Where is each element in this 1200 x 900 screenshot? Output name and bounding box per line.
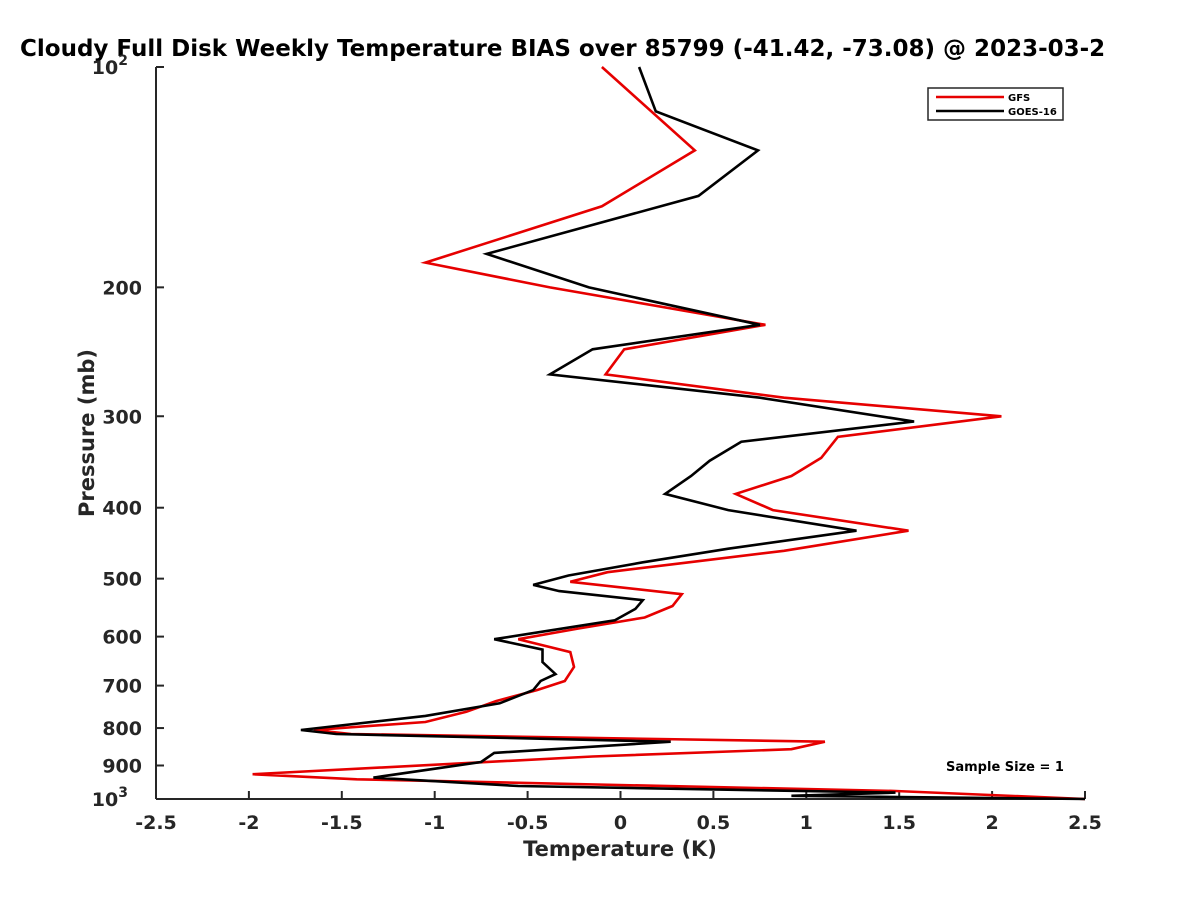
y-tick-label: 103 bbox=[92, 785, 128, 811]
y-tick-label: 400 bbox=[102, 498, 142, 520]
x-tick-label: 2.5 bbox=[1068, 812, 1102, 834]
y-tick-exponent: 3 bbox=[118, 785, 128, 801]
x-axis-label: Temperature (K) bbox=[523, 837, 717, 861]
x-tick-label: -2.5 bbox=[135, 812, 177, 834]
x-tick-label: 1.5 bbox=[882, 812, 916, 834]
y-tick-label: 600 bbox=[102, 627, 142, 649]
y-tick-label: 200 bbox=[102, 277, 142, 299]
x-tick-label: -0.5 bbox=[507, 812, 549, 834]
series-line-gfs bbox=[252, 66, 1086, 801]
y-tick-label: 500 bbox=[102, 569, 142, 591]
y-tick-label: 800 bbox=[102, 718, 142, 740]
x-tick-label: 1 bbox=[800, 812, 813, 834]
y-tick-label: 700 bbox=[102, 676, 142, 698]
x-tick-label: -2 bbox=[238, 812, 259, 834]
y-tick-exponent: 2 bbox=[118, 53, 128, 69]
x-tick-label: -1.5 bbox=[321, 812, 363, 834]
x-tick-label: -1 bbox=[424, 812, 445, 834]
legend-box bbox=[927, 87, 1064, 121]
x-tick-label: 2 bbox=[985, 812, 998, 834]
y-tick-label: 102 bbox=[92, 53, 128, 79]
legend-label: GOES-16 bbox=[1008, 107, 1057, 118]
legend: GFS GOES-16 bbox=[927, 87, 1064, 121]
legend-label: GFS bbox=[1008, 93, 1030, 104]
chart-title: Cloudy Full Disk Weekly Temperature BIAS… bbox=[20, 36, 1105, 62]
series-line-goes-16 bbox=[300, 66, 1086, 801]
y-tick-label: 300 bbox=[102, 406, 142, 428]
axes: -2.5 -2 -1.5 -1 -0.5 0 0.5 1 1.5 2 2.5 102 200 300 400… bbox=[92, 53, 1102, 834]
x-tick-label: 0.5 bbox=[697, 812, 731, 834]
y-tick-label: 900 bbox=[102, 756, 142, 778]
sample-size-annotation: Sample Size = 1 bbox=[946, 760, 1064, 775]
x-tick-label: 0 bbox=[614, 812, 627, 834]
series-layer bbox=[252, 66, 1086, 801]
y-axis-label: Pressure (mb) bbox=[75, 349, 99, 517]
